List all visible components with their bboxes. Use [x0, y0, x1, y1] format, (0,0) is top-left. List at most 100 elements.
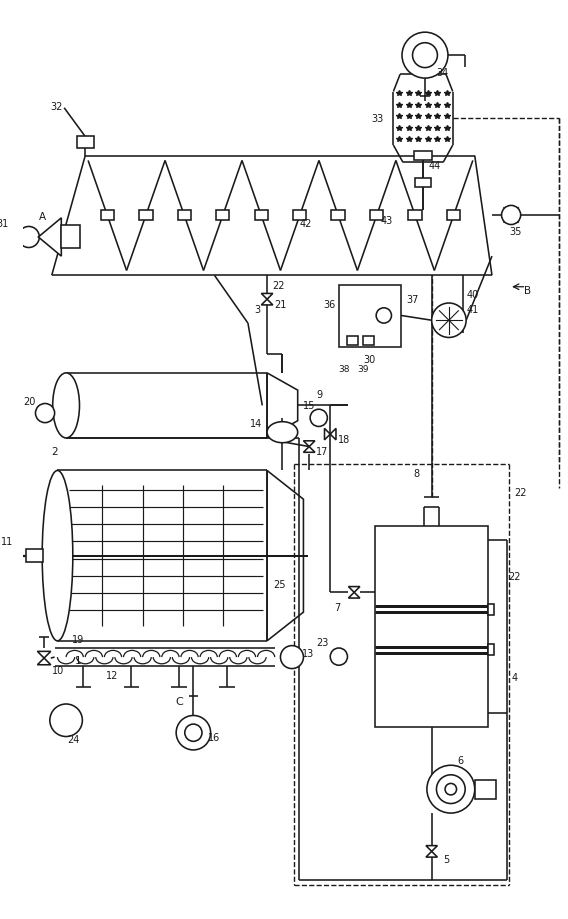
Bar — [178, 211, 191, 221]
Text: 42: 42 — [299, 219, 311, 229]
Text: 11: 11 — [1, 537, 13, 547]
Bar — [375, 527, 488, 727]
Bar — [408, 211, 422, 221]
Bar — [293, 211, 306, 221]
Text: 2: 2 — [51, 447, 58, 457]
Polygon shape — [267, 471, 303, 641]
Bar — [77, 137, 94, 149]
Text: 22: 22 — [272, 280, 285, 290]
Circle shape — [50, 704, 82, 737]
Ellipse shape — [53, 373, 80, 438]
Bar — [363, 336, 374, 346]
Text: 36: 36 — [323, 300, 335, 310]
Text: 23: 23 — [316, 638, 329, 648]
Polygon shape — [37, 658, 51, 665]
Polygon shape — [267, 373, 298, 438]
Circle shape — [330, 648, 348, 665]
Ellipse shape — [267, 422, 298, 443]
Text: 5: 5 — [443, 854, 449, 864]
Circle shape — [432, 303, 466, 338]
Text: 6: 6 — [457, 755, 463, 766]
Text: 7: 7 — [334, 602, 340, 612]
Text: 41: 41 — [467, 304, 479, 314]
Polygon shape — [426, 851, 437, 857]
Circle shape — [402, 33, 448, 79]
Bar — [254, 211, 268, 221]
Text: 30: 30 — [364, 354, 375, 364]
Text: 34: 34 — [436, 68, 448, 78]
Text: 37: 37 — [406, 295, 419, 305]
Text: 17: 17 — [316, 447, 329, 457]
Polygon shape — [39, 219, 61, 256]
Circle shape — [35, 404, 55, 423]
Polygon shape — [324, 429, 330, 440]
Text: 20: 20 — [23, 396, 36, 406]
Bar — [488, 604, 494, 616]
Circle shape — [427, 766, 475, 813]
Text: B: B — [524, 285, 531, 295]
Bar — [26, 550, 43, 562]
Bar — [61, 226, 81, 249]
Bar — [101, 211, 114, 221]
Circle shape — [310, 410, 327, 427]
Polygon shape — [303, 447, 315, 453]
Bar — [415, 152, 432, 161]
Bar — [475, 779, 496, 799]
Text: 22: 22 — [515, 488, 527, 498]
Bar — [346, 336, 358, 346]
Circle shape — [176, 716, 211, 750]
Text: 4: 4 — [512, 672, 518, 682]
Circle shape — [412, 44, 437, 69]
Text: 43: 43 — [381, 216, 393, 225]
Text: 15: 15 — [303, 401, 315, 411]
Text: 31: 31 — [0, 219, 8, 229]
Text: 9: 9 — [316, 390, 323, 400]
Text: 40: 40 — [467, 290, 479, 301]
Text: 35: 35 — [509, 227, 522, 237]
Text: 38: 38 — [338, 364, 349, 373]
Polygon shape — [330, 429, 336, 440]
Text: 25: 25 — [273, 580, 286, 590]
Bar — [139, 211, 153, 221]
Text: 21: 21 — [274, 300, 287, 310]
Text: 14: 14 — [249, 418, 262, 428]
Polygon shape — [303, 441, 315, 447]
Ellipse shape — [42, 471, 73, 641]
Text: 44: 44 — [428, 161, 441, 171]
Circle shape — [502, 206, 521, 225]
Circle shape — [1, 227, 22, 248]
Circle shape — [445, 784, 457, 795]
Text: 18: 18 — [337, 435, 350, 445]
Bar — [488, 644, 494, 656]
Text: 12: 12 — [106, 671, 118, 681]
Bar — [370, 211, 383, 221]
Circle shape — [18, 227, 39, 248]
Text: 3: 3 — [254, 304, 261, 314]
Text: 32: 32 — [51, 102, 62, 112]
Text: 8: 8 — [414, 469, 419, 479]
Bar — [447, 211, 460, 221]
Text: 39: 39 — [357, 364, 369, 373]
Circle shape — [436, 775, 465, 803]
Text: C: C — [175, 697, 183, 707]
Text: 19: 19 — [72, 634, 85, 644]
Polygon shape — [348, 593, 360, 598]
Text: 16: 16 — [208, 732, 220, 743]
Polygon shape — [348, 587, 360, 593]
Circle shape — [281, 646, 303, 669]
Bar — [415, 178, 431, 188]
Text: 24: 24 — [68, 734, 80, 744]
Text: 13: 13 — [302, 649, 314, 659]
Polygon shape — [261, 300, 273, 306]
Bar — [339, 286, 401, 347]
Polygon shape — [426, 845, 437, 851]
Circle shape — [376, 309, 391, 323]
Bar — [216, 211, 229, 221]
Text: 22: 22 — [509, 572, 521, 582]
Polygon shape — [261, 294, 273, 300]
Bar — [332, 211, 345, 221]
Text: A: A — [39, 211, 46, 221]
Polygon shape — [37, 652, 51, 658]
Text: 1: 1 — [75, 655, 82, 665]
Text: 10: 10 — [52, 664, 65, 675]
